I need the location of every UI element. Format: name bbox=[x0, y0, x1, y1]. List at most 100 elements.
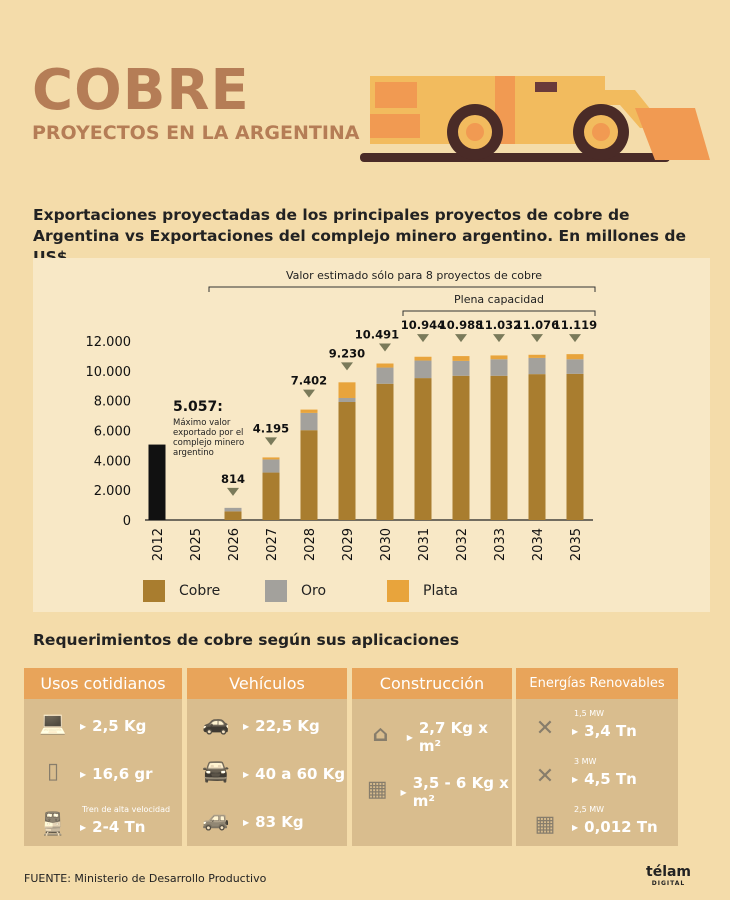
y-tick-label: 8.000 bbox=[94, 395, 131, 410]
card-title: Usos cotidianos bbox=[24, 668, 182, 699]
bar-oro-2033 bbox=[490, 359, 508, 376]
card-title: Energías Renovables bbox=[516, 668, 678, 699]
requirement-value: 2,5 Kg bbox=[92, 717, 147, 735]
bar-cobre-2033 bbox=[490, 375, 508, 520]
chart-panel: 0 2.000 4.000 6.000 8.000 10.000 12.000 2012 202… bbox=[33, 258, 710, 612]
historical-note: Máximo valor exportado por el complejo min… bbox=[173, 418, 244, 458]
bar-cobre-2026 bbox=[224, 511, 242, 520]
y-tick-label: 12.000 bbox=[86, 335, 132, 350]
card-title: Construcción bbox=[352, 668, 512, 699]
y-tick-label: 0 bbox=[123, 514, 131, 529]
card-title: Vehículos bbox=[187, 668, 347, 699]
requirement-value: 40 a 60 Kg bbox=[255, 765, 346, 783]
legend-swatch bbox=[265, 580, 287, 602]
x-tick-label: 2030 bbox=[379, 528, 394, 561]
bar-oro-2030 bbox=[376, 367, 394, 384]
requirement-item: 🚗 ▶ 22,5 Kg bbox=[197, 711, 319, 741]
total-label: 10.988 bbox=[439, 318, 483, 332]
bar-cobre-2031 bbox=[414, 378, 432, 520]
arrow-icon: ▶ bbox=[80, 822, 87, 832]
logo-subtext: DIGITAL bbox=[651, 880, 686, 887]
arrow-icon: ▶ bbox=[572, 822, 579, 832]
requirement-item: ▦ ▶ 3,5 - 6 Kg x m² bbox=[362, 774, 512, 810]
bar-oro-2034 bbox=[528, 357, 546, 375]
total-label: 11.076 bbox=[515, 318, 559, 332]
bar-cobre-2027 bbox=[262, 472, 280, 520]
x-tick-label: 2032 bbox=[455, 528, 470, 561]
total-marker-icon bbox=[379, 343, 391, 352]
chart-legend: Cobre Oro Plata bbox=[143, 580, 509, 602]
stacked-bar-chart: 0 2.000 4.000 6.000 8.000 10.000 12.000 2012 202… bbox=[86, 269, 598, 561]
total-marker-icon bbox=[303, 389, 315, 398]
total-label: 10.491 bbox=[355, 328, 399, 342]
arrow-icon: ▶ bbox=[243, 721, 250, 731]
arrow-icon: ▶ bbox=[572, 774, 579, 784]
requirement-value: 2-4 Tn bbox=[92, 818, 146, 836]
bar-oro-2035 bbox=[566, 359, 584, 374]
x-tick-label: 2025 bbox=[189, 528, 204, 561]
legend-label: Oro bbox=[301, 583, 327, 599]
laptop-icon: 💻 bbox=[39, 711, 67, 736]
arrow-icon: ▶ bbox=[572, 726, 579, 736]
bar-oro-2029 bbox=[338, 397, 356, 403]
bar-plata-2034 bbox=[528, 354, 546, 358]
card-3: Energías Renovables 1,5 MW ✕ ▶ 3,4 Tn 3 MW ✕ ▶ 4… bbox=[516, 668, 678, 846]
bar-plata-2033 bbox=[490, 355, 508, 360]
total-marker-icon bbox=[227, 487, 239, 496]
bar-oro-2027 bbox=[262, 459, 280, 473]
mining-truck-illustration bbox=[360, 76, 710, 162]
arrow-icon: ▶ bbox=[243, 817, 250, 827]
y-tick-label: 4.000 bbox=[94, 454, 131, 469]
historical-value-label: 5.057: bbox=[173, 399, 223, 415]
card-2: Construcción ⌂ ▶ 2,7 Kg x m² ▦ ▶ 3,5 - 6 Kg x … bbox=[352, 668, 512, 846]
bracket-label: Valor estimado sólo para 8 proyectos de … bbox=[286, 269, 542, 282]
requirement-item: 🚘 ▶ 40 a 60 Kg bbox=[197, 759, 345, 789]
x-tick-label: 2012 bbox=[151, 528, 166, 561]
total-marker-icon bbox=[531, 334, 543, 343]
arrow-icon: ▶ bbox=[406, 732, 413, 742]
logo-text: télam bbox=[646, 864, 692, 880]
bracket-line bbox=[402, 310, 596, 316]
total-label: 11.119 bbox=[553, 318, 597, 332]
item-caption: 2,5 MW bbox=[574, 805, 605, 814]
card-0: Usos cotidianos 💻 ▶ 2,5 Kg ▯ ▶ 16,6 gr Tren de … bbox=[24, 668, 182, 846]
y-tick-label: 6.000 bbox=[94, 425, 131, 440]
legend-item-cobre: Cobre bbox=[143, 580, 265, 602]
source-note: FUENTE: Ministerio de Desarrollo Product… bbox=[24, 872, 267, 885]
telam-logo: télam DIGITAL bbox=[646, 864, 692, 890]
x-tick-label: 2031 bbox=[417, 528, 432, 561]
bar-cobre-2030 bbox=[376, 383, 394, 520]
requirement-item: ▯ ▶ 16,6 gr bbox=[34, 759, 153, 789]
y-tick-label: 10.000 bbox=[86, 365, 132, 380]
bar-plata-2029 bbox=[338, 382, 356, 398]
bracket-label: Plena capacidad bbox=[454, 293, 544, 306]
total-marker-icon bbox=[455, 334, 467, 343]
x-tick-label: 2027 bbox=[265, 528, 280, 561]
arrow-icon: ▶ bbox=[243, 769, 250, 779]
total-label: 814 bbox=[221, 472, 245, 486]
y-tick-label: 2.000 bbox=[94, 484, 131, 499]
bar-cobre-2029 bbox=[338, 402, 356, 520]
requirement-value: 2,7 Kg x m² bbox=[418, 719, 488, 755]
bar-cobre-2034 bbox=[528, 374, 546, 520]
bracket-line bbox=[208, 286, 596, 292]
legend-swatch bbox=[387, 580, 409, 602]
bar-oro-2032 bbox=[452, 360, 470, 376]
x-tick-label: 2026 bbox=[227, 528, 242, 561]
wind-turbine-icon: ✕ bbox=[535, 764, 555, 789]
requirement-value: 4,5 Tn bbox=[584, 770, 637, 788]
bar-historical-2012 bbox=[148, 444, 166, 520]
requirement-item: 💻 ▶ 2,5 Kg bbox=[34, 711, 146, 741]
requirement-item: 🚙 ▶ 83 Kg bbox=[197, 807, 304, 837]
legend-swatch bbox=[143, 580, 165, 602]
total-marker-icon bbox=[493, 334, 505, 343]
requirement-value: 16,6 gr bbox=[92, 765, 153, 783]
requirement-value: 83 Kg bbox=[255, 813, 304, 831]
requirement-item: ✕ ▶ 4,5 Tn bbox=[526, 764, 637, 794]
wind-turbine-icon: ✕ bbox=[535, 716, 555, 741]
requirement-item: 🚆 ▶ 2-4 Tn bbox=[34, 812, 145, 842]
requirement-value: 3,4 Tn bbox=[584, 722, 637, 740]
bar-oro-2031 bbox=[414, 360, 432, 379]
total-marker-icon bbox=[265, 437, 277, 446]
total-label: 10.944 bbox=[401, 318, 445, 332]
